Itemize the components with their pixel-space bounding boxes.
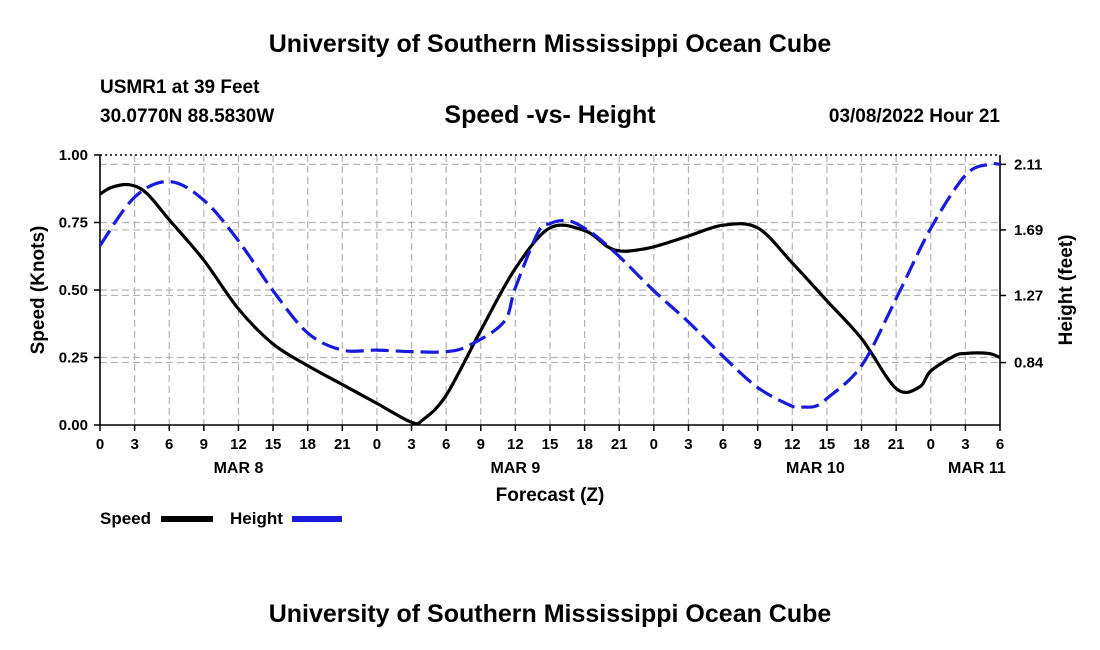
date-label: MAR 10: [786, 460, 845, 477]
y-axis-ticks: 0.00 0.25 0.50 0.75 1.00: [59, 147, 100, 434]
y-tick-label: 0.50: [59, 282, 88, 299]
y2-axis-label: Height (feet): [1056, 235, 1077, 346]
x-tick-label: 18: [576, 436, 593, 453]
x-tick-label: 21: [888, 436, 905, 453]
x-tick-label: 6: [442, 436, 450, 453]
x-tick-label: 18: [853, 436, 870, 453]
x-axis-ticks: 0 3 6 9 12 15 18 21 0 3 6 9 12 15 18 21 0 3 6 9 12 15 18 21 0 3 6: [96, 425, 1004, 453]
y2-tick-label: 1.69: [1014, 222, 1043, 239]
legend-height-swatch: [292, 516, 342, 522]
x-tick-label: 0: [927, 436, 935, 453]
x-tick-label: 21: [611, 436, 628, 453]
y-tick-label: 1.00: [59, 147, 88, 164]
forecast-datetime: 03/08/2022 Hour 21: [828, 106, 1000, 127]
y-tick-label: 0.25: [59, 350, 88, 367]
legend-speed-label: Speed: [100, 509, 152, 528]
speed-height-chart: 0 3 6 9 12 15 18 21 0 3 6 9 12 15 18 21 0 3 6 9 12 15 18 21 0 3 6 …: [28, 147, 1077, 506]
legend-speed-swatch: [161, 516, 213, 522]
y2-tick-label: 1.27: [1014, 287, 1043, 304]
x-tick-label: 21: [334, 436, 351, 453]
chart-title: Speed -vs- Height: [444, 101, 656, 129]
bottom-title: University of Southern Mississippi Ocean…: [268, 600, 832, 628]
series-height-line: [98, 161, 1001, 410]
y2-axis-ticks: 0.84 1.27 1.69 2.11: [1000, 156, 1044, 372]
x-tick-label: 6: [165, 436, 173, 453]
x-tick-label: 3: [407, 436, 415, 453]
date-labels: MAR 8 MAR 9 MAR 10 MAR 11: [214, 460, 1006, 477]
x-tick-label: 15: [265, 436, 282, 453]
date-label: MAR 8: [214, 460, 264, 477]
date-label: MAR 9: [490, 460, 540, 477]
series-speed-line: [99, 182, 1001, 426]
x-tick-label: 0: [373, 436, 381, 453]
y2-tick-label: 2.11: [1014, 156, 1042, 173]
x-tick-label: 6: [996, 436, 1004, 453]
x-tick-label: 3: [130, 436, 138, 453]
x-tick-label: 9: [477, 436, 485, 453]
x-tick-label: 15: [819, 436, 836, 453]
x-tick-label: 15: [542, 436, 559, 453]
x-tick-label: 12: [507, 436, 524, 453]
x-tick-label: 9: [200, 436, 208, 453]
y-tick-label: 0.00: [59, 417, 88, 434]
legend-height-label: Height: [230, 509, 283, 528]
y-tick-label: 0.75: [59, 215, 88, 232]
x-tick-label: 0: [650, 436, 658, 453]
y2-tick-label: 0.84: [1014, 355, 1044, 372]
series-lines: [98, 161, 1001, 426]
station-label: USMR1 at 39 Feet: [100, 77, 260, 98]
grid-lines: [100, 155, 1000, 425]
x-tick-label: 0: [96, 436, 104, 453]
x-tick-label: 6: [719, 436, 727, 453]
x-tick-label: 12: [230, 436, 247, 453]
station-location: 30.0770N 88.5830W: [100, 106, 275, 127]
x-axis-label: Forecast (Z): [496, 485, 605, 506]
top-title: University of Southern Mississippi Ocean…: [268, 30, 832, 58]
y-axis-label: Speed (Knots): [28, 226, 49, 355]
x-tick-label: 3: [961, 436, 969, 453]
x-tick-label: 12: [784, 436, 801, 453]
date-label: MAR 11: [948, 460, 1006, 477]
x-tick-label: 18: [299, 436, 316, 453]
x-tick-label: 9: [754, 436, 762, 453]
x-tick-label: 3: [684, 436, 692, 453]
